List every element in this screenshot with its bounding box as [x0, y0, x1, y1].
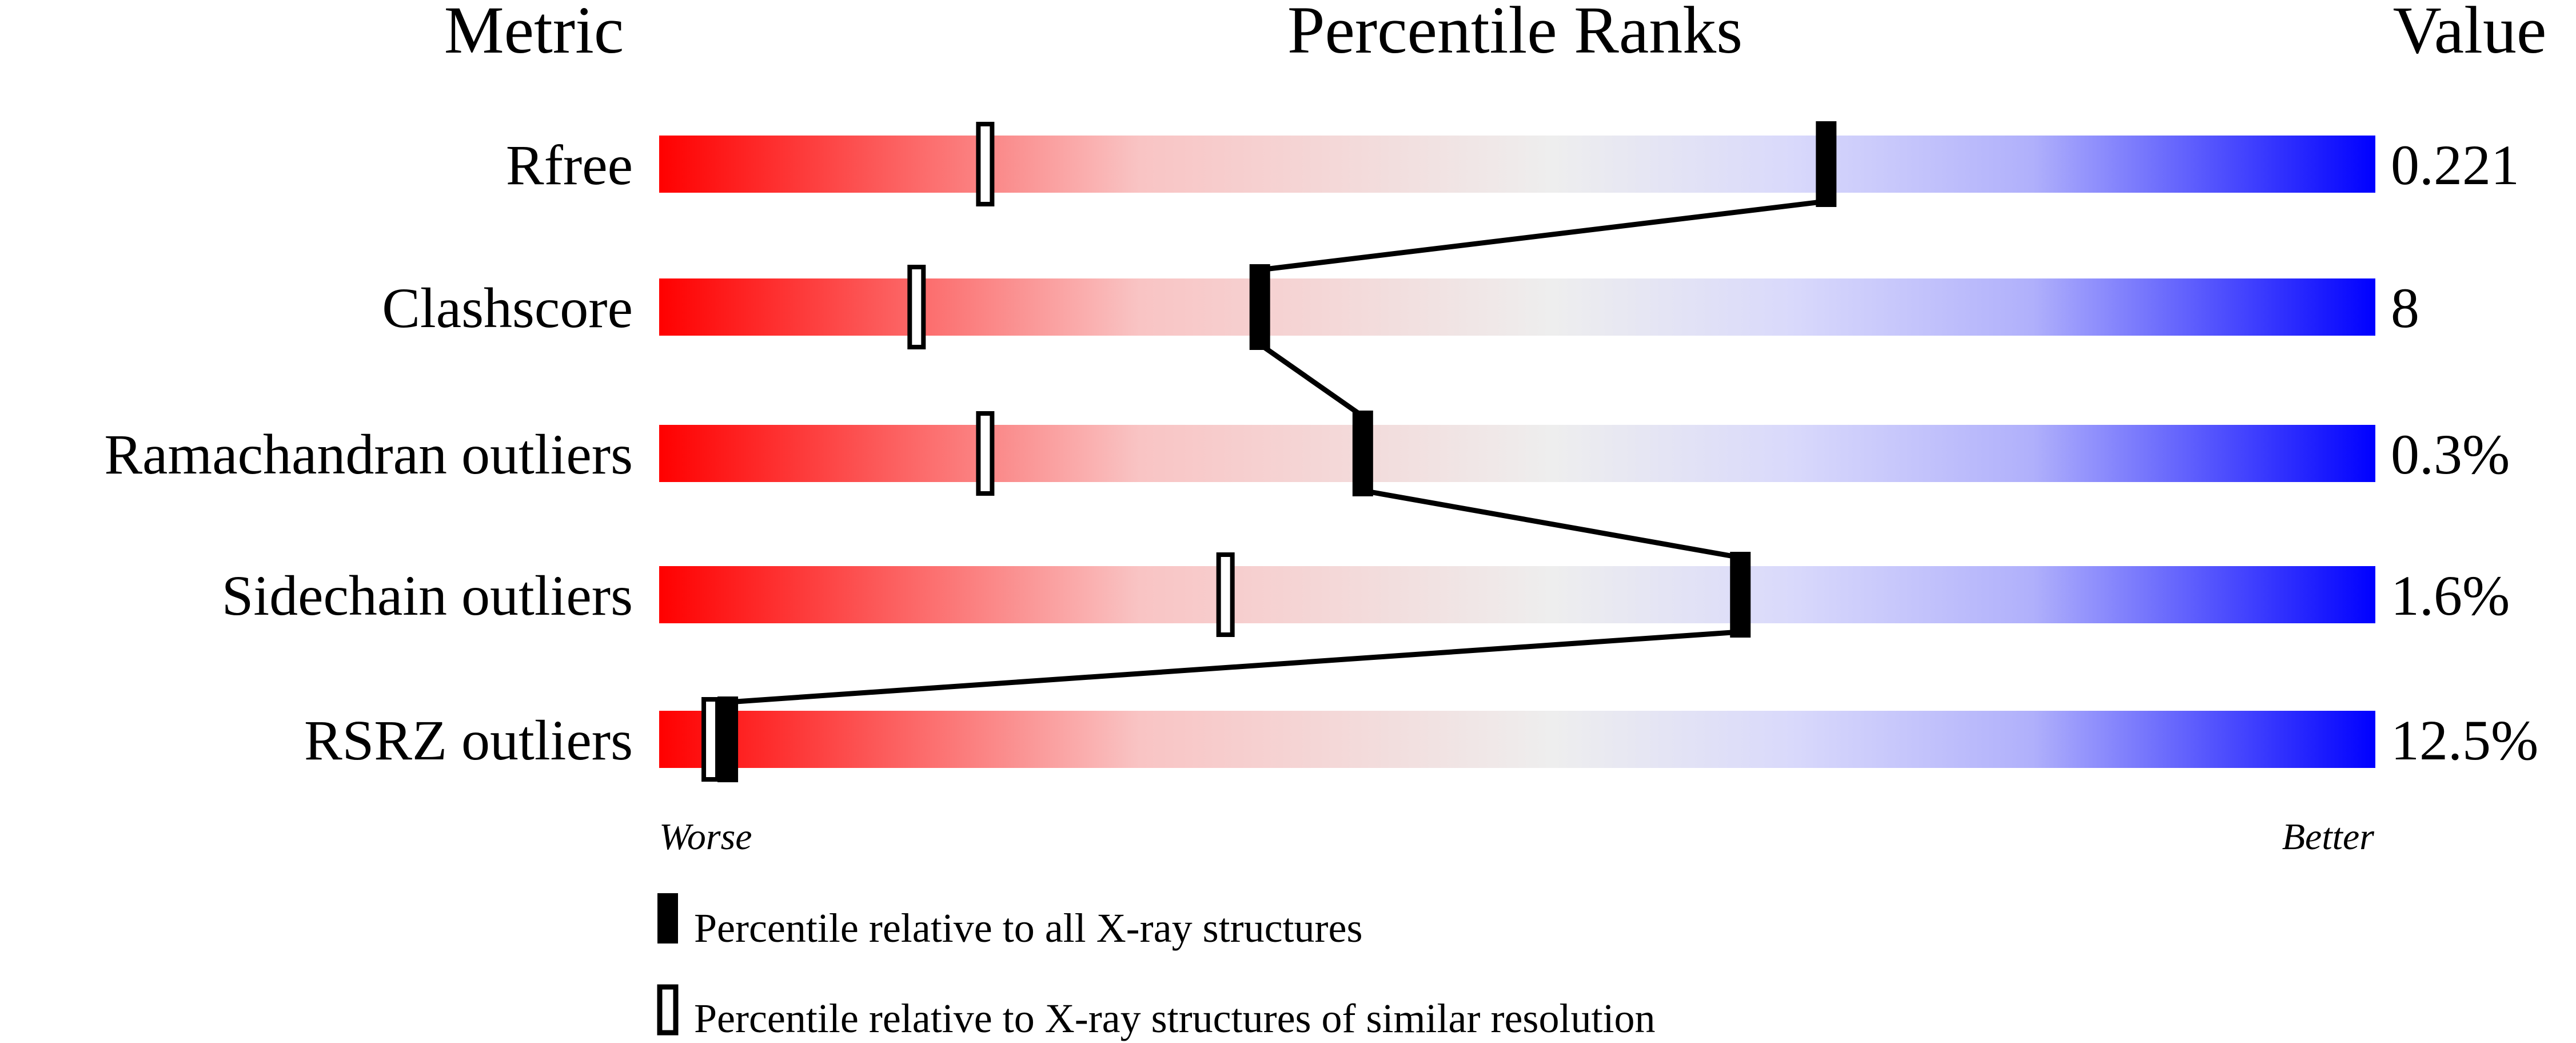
header-metric: Metric: [444, 0, 624, 67]
legend-open-marker: [657, 984, 679, 1036]
percentile-bar: [659, 566, 2375, 623]
percentile-bar: [659, 136, 2375, 193]
metric-label: RSRZ outliers: [304, 708, 633, 772]
similar-resolution-marker: [1216, 552, 1235, 637]
header-value: Value: [2393, 0, 2547, 67]
all-structures-marker: [1730, 552, 1751, 638]
similar-resolution-marker: [701, 697, 720, 782]
metric-value: 0.3%: [2391, 423, 2510, 486]
similar-resolution-marker: [976, 122, 995, 206]
similar-resolution-marker: [907, 265, 926, 349]
all-structures-marker: [1249, 264, 1270, 350]
metric-value: 0.221: [2391, 133, 2519, 197]
legend-similar: Percentile relative to X-ray structures …: [694, 996, 1655, 1041]
all-structures-marker: [1816, 121, 1837, 207]
metric-label: Ramachandran outliers: [104, 423, 633, 486]
legend-filled-marker: [657, 893, 678, 944]
percentile-bar: [659, 425, 2375, 482]
connector-line: [1362, 488, 1741, 560]
all-structures-marker: [1352, 411, 1373, 496]
metric-value: 12.5%: [2391, 708, 2538, 772]
metric-value: 8: [2391, 276, 2419, 340]
all-structures-marker: [717, 696, 739, 782]
metric-label: Sidechain outliers: [222, 564, 633, 627]
connector-line: [727, 629, 1741, 705]
metric-label: Clashscore: [382, 276, 633, 340]
similar-resolution-marker: [976, 411, 995, 496]
legend-all: Percentile relative to all X-ray structu…: [694, 905, 1363, 951]
connector-line: [1259, 198, 1827, 273]
metric-label: Rfree: [506, 133, 633, 197]
percentile-bar: [659, 711, 2375, 768]
better-label: Better: [2282, 816, 2375, 858]
connector-line: [1258, 342, 1365, 419]
header-percentile-ranks: Percentile Ranks: [1287, 0, 1742, 67]
worse-label: Worse: [659, 816, 752, 858]
metric-value: 1.6%: [2391, 564, 2510, 627]
percentile-bar: [659, 278, 2375, 336]
